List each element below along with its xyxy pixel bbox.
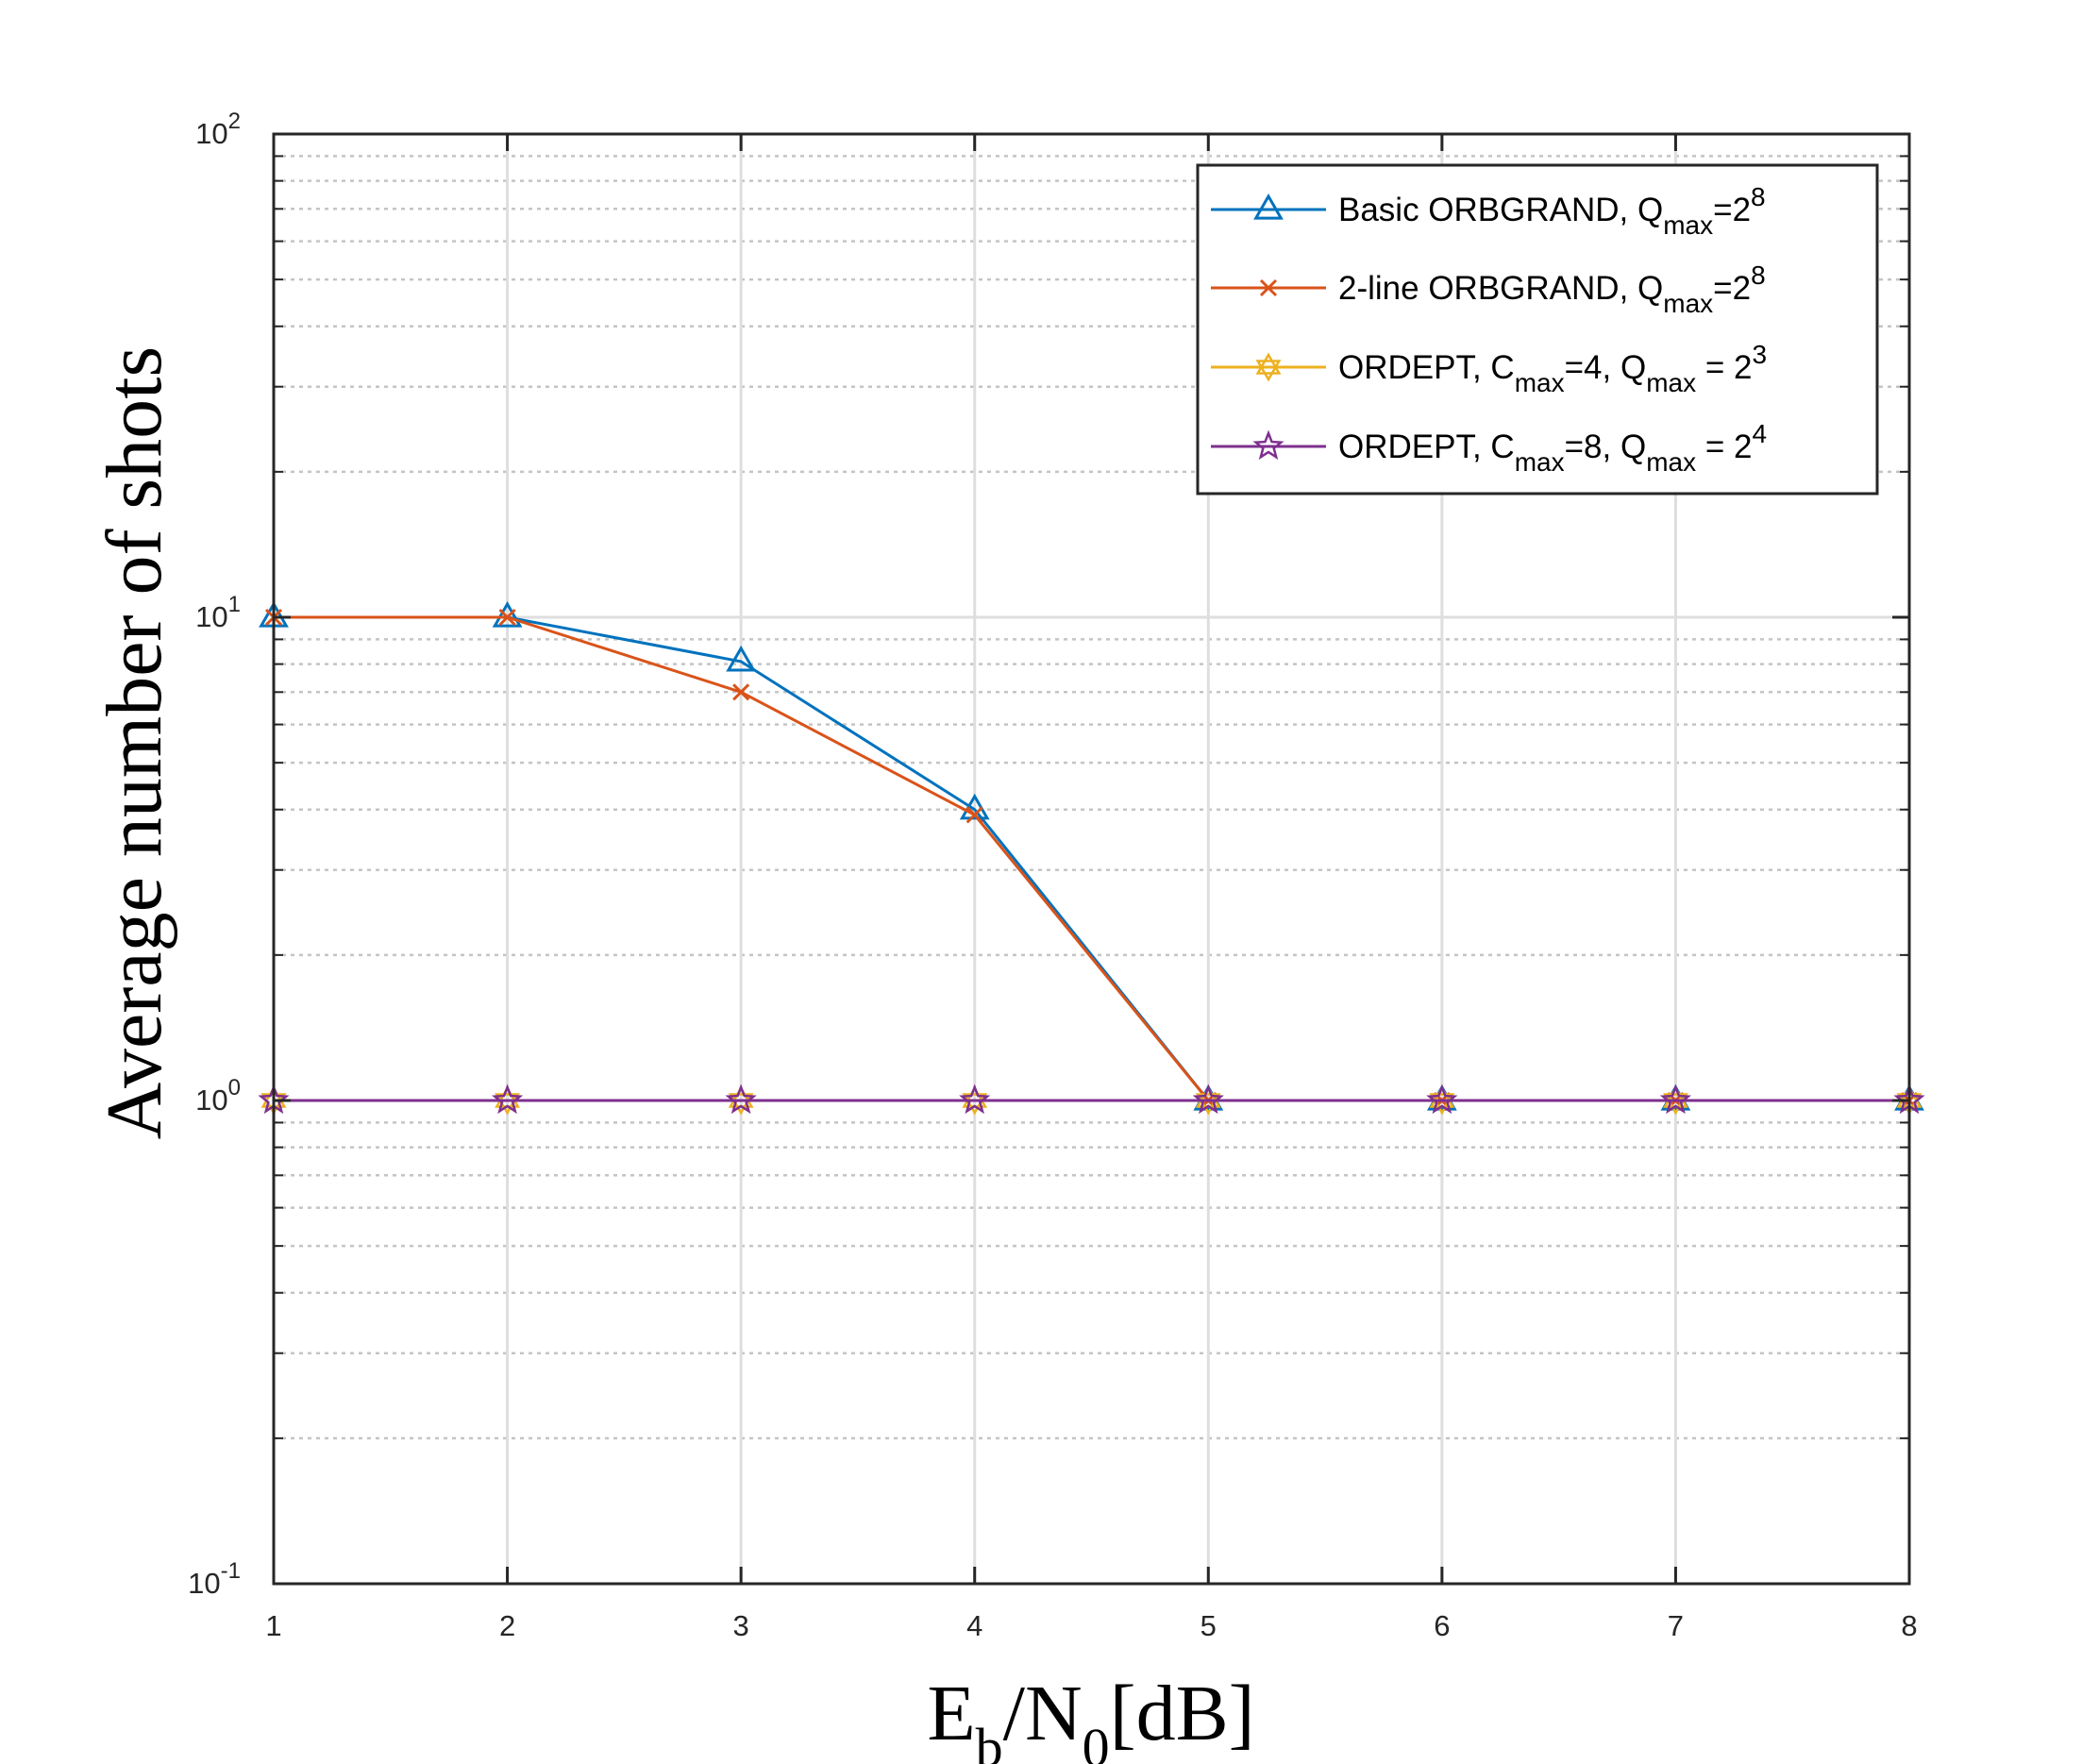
x-tick-label: 4 bbox=[966, 1609, 982, 1642]
marker-shape bbox=[498, 608, 516, 627]
data-point bbox=[1192, 1084, 1224, 1115]
marker-shape bbox=[726, 645, 757, 672]
data-point bbox=[965, 806, 983, 824]
legend-entry: Basic ORBGRAND, Qmax=28 bbox=[1211, 182, 1766, 240]
plot-frame bbox=[272, 132, 1911, 1586]
data-point bbox=[1426, 1084, 1458, 1115]
legend-label: Basic ORBGRAND, Qmax=28 bbox=[1338, 182, 1766, 240]
y-tick-label: 100 bbox=[195, 1075, 241, 1117]
text-span: max bbox=[1646, 447, 1696, 477]
y-tick-label: 10-1 bbox=[188, 1558, 241, 1600]
data-point bbox=[1659, 1084, 1691, 1115]
marker-shape bbox=[1255, 360, 1282, 382]
text-span: 8 bbox=[1751, 260, 1766, 290]
x-tick-label: 3 bbox=[733, 1609, 749, 1642]
text-span: 8 bbox=[1751, 182, 1766, 211]
text-span: =2 bbox=[1713, 192, 1751, 228]
text-span: 10 bbox=[188, 1567, 220, 1600]
text-span: max bbox=[1515, 368, 1565, 397]
legend-label: 2-line ORBGRAND, Qmax=28 bbox=[1338, 260, 1766, 318]
text-span: /N bbox=[1003, 1670, 1083, 1757]
legend-label: ORDEPT, Cmax=4, Qmax = 23 bbox=[1338, 340, 1767, 397]
text-span: 1 bbox=[228, 592, 241, 617]
axis-ticks bbox=[272, 132, 1911, 1586]
legend-label: ORDEPT, Cmax=8, Qmax = 24 bbox=[1338, 419, 1767, 477]
x-tick-label: 8 bbox=[1901, 1609, 1917, 1642]
marker-shape bbox=[492, 1084, 524, 1115]
text-span: = 2 bbox=[1696, 428, 1752, 465]
text-span: = 2 bbox=[1696, 349, 1752, 386]
text-span: 2-line ORBGRAND, Q bbox=[1338, 270, 1663, 307]
x-axis-title: Eb/N0[dB] bbox=[927, 1670, 1254, 1764]
text-span: 4 bbox=[1752, 419, 1767, 448]
text-span: 0 bbox=[228, 1075, 241, 1100]
text-span: ORDEPT, C bbox=[1338, 428, 1515, 465]
marker-shape bbox=[959, 1084, 991, 1115]
marker-shape bbox=[492, 600, 523, 628]
data-point bbox=[492, 600, 523, 628]
data-point bbox=[725, 1084, 757, 1115]
marker-shape bbox=[1252, 429, 1284, 461]
text-span: max bbox=[1646, 368, 1696, 397]
y-tick-label: 101 bbox=[195, 592, 241, 633]
x-tick-label: 5 bbox=[1201, 1609, 1217, 1642]
data-point bbox=[732, 683, 750, 701]
text-span: =2 bbox=[1713, 270, 1751, 307]
legend: Basic ORBGRAND, Qmax=282-line ORBGRAND, … bbox=[1196, 163, 1879, 496]
x-tick-label: 2 bbox=[499, 1609, 515, 1642]
x-tick-label: 1 bbox=[265, 1609, 281, 1642]
legend-entry: 2-line ORBGRAND, Qmax=28 bbox=[1211, 260, 1766, 318]
marker-shape bbox=[725, 1084, 757, 1115]
text-span: 3 bbox=[1752, 340, 1767, 369]
text-span: b bbox=[976, 1717, 1003, 1764]
y-tick-label: 102 bbox=[195, 109, 241, 150]
legend-entry: ORDEPT, Cmax=8, Qmax = 24 bbox=[1211, 419, 1767, 477]
text-span: -1 bbox=[221, 1558, 241, 1584]
legend-marker bbox=[1252, 429, 1284, 461]
marker-shape bbox=[1259, 278, 1278, 297]
data-point bbox=[959, 1084, 991, 1115]
text-span: max bbox=[1663, 210, 1713, 240]
text-span: max bbox=[1515, 447, 1565, 477]
marker-shape bbox=[1253, 193, 1284, 220]
legend-marker bbox=[1255, 352, 1282, 382]
x-tick-label: 6 bbox=[1434, 1609, 1450, 1642]
x-tick-label: 7 bbox=[1668, 1609, 1684, 1642]
text-span: 10 bbox=[195, 1084, 227, 1117]
legend-entry: ORDEPT, Cmax=4, Qmax = 23 bbox=[1211, 340, 1767, 397]
text-span: =4, Q bbox=[1565, 349, 1647, 386]
marker-shape bbox=[1255, 352, 1282, 375]
marker-shape bbox=[1659, 1084, 1691, 1115]
y-axis-title: Average number of shots bbox=[91, 346, 178, 1140]
text-span: ORDEPT, C bbox=[1338, 349, 1515, 386]
text-span: 10 bbox=[195, 117, 227, 150]
marker-shape bbox=[732, 683, 750, 701]
marker-shape bbox=[965, 806, 983, 824]
data-point bbox=[726, 645, 757, 672]
text-span: [dB] bbox=[1110, 1670, 1255, 1757]
text-span: 2 bbox=[228, 109, 241, 134]
legend-box bbox=[1196, 163, 1879, 496]
text-span: Basic ORBGRAND, Q bbox=[1338, 192, 1663, 228]
text-span: E bbox=[927, 1670, 975, 1757]
data-point bbox=[498, 608, 516, 627]
legend-marker bbox=[1259, 278, 1278, 297]
marker-shape bbox=[1426, 1084, 1458, 1115]
data-point bbox=[492, 1084, 524, 1115]
text-span: max bbox=[1663, 289, 1713, 318]
text-span: =8, Q bbox=[1565, 428, 1647, 465]
text-span: 0 bbox=[1083, 1717, 1110, 1764]
marker-shape bbox=[1192, 1084, 1224, 1115]
legend-marker bbox=[1253, 193, 1284, 220]
text-span: 10 bbox=[195, 600, 227, 633]
